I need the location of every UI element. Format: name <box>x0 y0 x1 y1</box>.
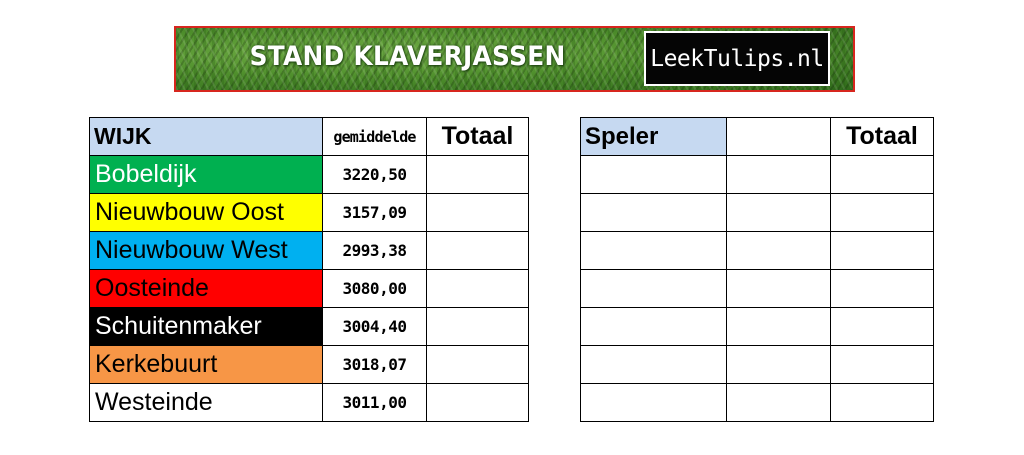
gemiddelde-cell: 3220,50 <box>322 155 427 194</box>
speler-speler-cell <box>580 307 727 346</box>
speler-speler-cell <box>580 345 727 384</box>
speler-middle-cell <box>726 155 831 194</box>
speler-middle-column-header <box>726 117 831 156</box>
wijk-row: Westeinde 3011,00 <box>89 383 529 422</box>
speler-middle-cell <box>726 269 831 308</box>
speler-middle-cell <box>726 383 831 422</box>
speler-row <box>580 193 934 232</box>
wijk-name-cell: Oosteinde <box>89 269 323 308</box>
gemiddelde-cell: 3157,09 <box>322 193 427 232</box>
speler-standings-table: Speler Totaal <box>580 117 934 422</box>
wijk-header-row: WIJK gemiddelde Totaal <box>89 117 529 156</box>
gemiddelde-cell: 2993,38 <box>322 231 427 270</box>
speler-row <box>580 345 934 384</box>
gemiddelde-cell: 3080,00 <box>322 269 427 308</box>
logo-text: LeekTulips.nl <box>650 45 824 72</box>
speler-middle-cell <box>726 307 831 346</box>
gemiddelde-cell: 3018,07 <box>322 345 427 384</box>
speler-totaal-cell <box>830 307 934 346</box>
gemiddelde-column-header: gemiddelde <box>322 117 427 156</box>
speler-speler-cell <box>580 193 727 232</box>
speler-header-row: Speler Totaal <box>580 117 934 156</box>
speler-totaal-cell <box>830 231 934 270</box>
speler-totaal-column-header: Totaal <box>830 117 934 156</box>
speler-row <box>580 307 934 346</box>
wijk-totaal-cell <box>426 269 529 308</box>
speler-middle-cell <box>726 345 831 384</box>
speler-speler-cell <box>580 269 727 308</box>
speler-totaal-cell <box>830 383 934 422</box>
leektulips-logo: LeekTulips.nl <box>644 31 830 86</box>
wijk-name-cell: Schuitenmaker <box>89 307 323 346</box>
speler-middle-cell <box>726 193 831 232</box>
speler-totaal-cell <box>830 155 934 194</box>
speler-row <box>580 231 934 270</box>
wijk-name-cell: Kerkebuurt <box>89 345 323 384</box>
wijk-totaal-cell <box>426 193 529 232</box>
speler-totaal-cell <box>830 193 934 232</box>
wijk-row: Schuitenmaker 3004,40 <box>89 307 529 346</box>
wijk-totaal-cell <box>426 155 529 194</box>
wijk-totaal-cell <box>426 307 529 346</box>
speler-totaal-cell <box>830 345 934 384</box>
wijk-row: Bobeldijk 3220,50 <box>89 155 529 194</box>
wijk-totaal-cell <box>426 345 529 384</box>
wijk-name-cell: Nieuwbouw Oost <box>89 193 323 232</box>
wijk-row: Nieuwbouw Oost 3157,09 <box>89 193 529 232</box>
wijk-row: Nieuwbouw West 2993,38 <box>89 231 529 270</box>
wijk-totaal-cell <box>426 231 529 270</box>
wijk-name-cell: Nieuwbouw West <box>89 231 323 270</box>
speler-row <box>580 383 934 422</box>
wijk-row: Oosteinde 3080,00 <box>89 269 529 308</box>
header-banner: STAND KLAVERJASSEN LeekTulips.nl <box>174 26 855 92</box>
speler-speler-cell <box>580 155 727 194</box>
page-title: STAND KLAVERJASSEN <box>249 41 566 72</box>
wijk-totaal-cell <box>426 383 529 422</box>
wijk-standings-table: WIJK gemiddelde Totaal Bobeldijk 3220,50 N… <box>89 117 529 422</box>
speler-speler-cell <box>580 231 727 270</box>
wijk-name-cell: Westeinde <box>89 383 323 422</box>
speler-totaal-cell <box>830 269 934 308</box>
wijk-column-header: WIJK <box>89 117 323 156</box>
wijk-totaal-column-header: Totaal <box>426 117 529 156</box>
wijk-name-cell: Bobeldijk <box>89 155 323 194</box>
wijk-row: Kerkebuurt 3018,07 <box>89 345 529 384</box>
speler-middle-cell <box>726 231 831 270</box>
gemiddelde-cell: 3011,00 <box>322 383 427 422</box>
speler-row <box>580 269 934 308</box>
speler-row <box>580 155 934 194</box>
gemiddelde-cell: 3004,40 <box>322 307 427 346</box>
speler-speler-cell <box>580 383 727 422</box>
speler-column-header: Speler <box>580 117 727 156</box>
